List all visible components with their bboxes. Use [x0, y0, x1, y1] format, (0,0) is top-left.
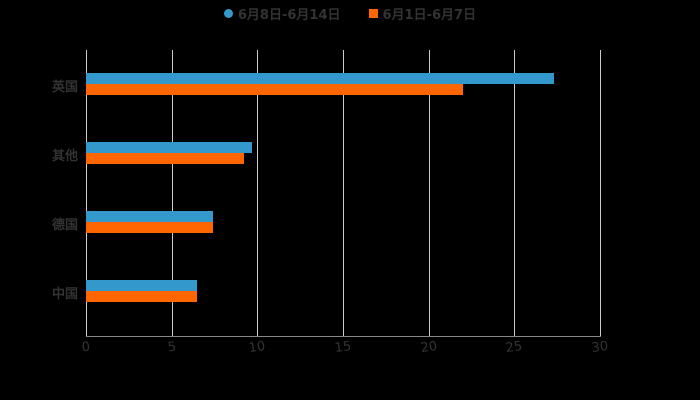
y-axis-category-label: 其他 [51, 149, 78, 164]
x-axis-tick-label: 5 [166, 339, 178, 356]
x-axis-tick [343, 326, 344, 336]
gridline [343, 50, 344, 326]
bar-series-2[interactable] [86, 291, 197, 302]
x-axis-tick-label: 15 [333, 338, 353, 357]
x-axis-tick-label: 10 [247, 338, 267, 357]
legend-label: 6月8日-6月14日 [237, 8, 341, 23]
bar-series-2[interactable] [86, 222, 213, 233]
y-axis-category-label: 中国 [51, 287, 78, 302]
gridline [86, 50, 87, 326]
bar-series-1[interactable] [86, 73, 554, 84]
bar-series-1[interactable] [86, 211, 213, 222]
x-axis-tick-label: 20 [419, 338, 439, 357]
y-axis-category-label: 德国 [51, 218, 78, 233]
y-axis-category-label: 英国 [51, 80, 78, 95]
gridline [429, 50, 430, 326]
legend-marker-circle-icon [223, 9, 233, 18]
gridline [257, 50, 258, 326]
legend-marker-square-icon [368, 9, 378, 18]
x-axis-tick [172, 326, 173, 336]
legend-item-series-2[interactable]: 6月1日-6月7日 [368, 4, 477, 23]
chart-legend: 6月8日-6月14日 6月1日-6月7日 [0, 4, 700, 23]
bar-series-1[interactable] [86, 280, 197, 291]
x-axis-tick [514, 326, 515, 336]
legend-item-series-1[interactable]: 6月8日-6月14日 [223, 4, 341, 23]
bar-series-2[interactable] [86, 153, 244, 164]
x-axis-tick-label: 25 [504, 338, 524, 357]
gridline [172, 50, 173, 326]
x-axis-tick-label: 0 [80, 339, 92, 356]
x-axis-tick [86, 326, 87, 336]
gridline [514, 50, 515, 326]
legend-label: 6月1日-6月7日 [382, 8, 477, 23]
x-axis-tick [600, 326, 601, 336]
x-axis-tick [257, 326, 258, 336]
plot-area: 0 5 10 15 20 25 30 [81, 50, 609, 356]
x-axis-tick [429, 326, 430, 336]
bar-series-1[interactable] [86, 142, 252, 153]
bar-series-2[interactable] [86, 84, 463, 95]
x-axis-tick-label: 30 [590, 338, 610, 357]
x-axis-line [86, 336, 601, 337]
gridline [600, 50, 601, 326]
